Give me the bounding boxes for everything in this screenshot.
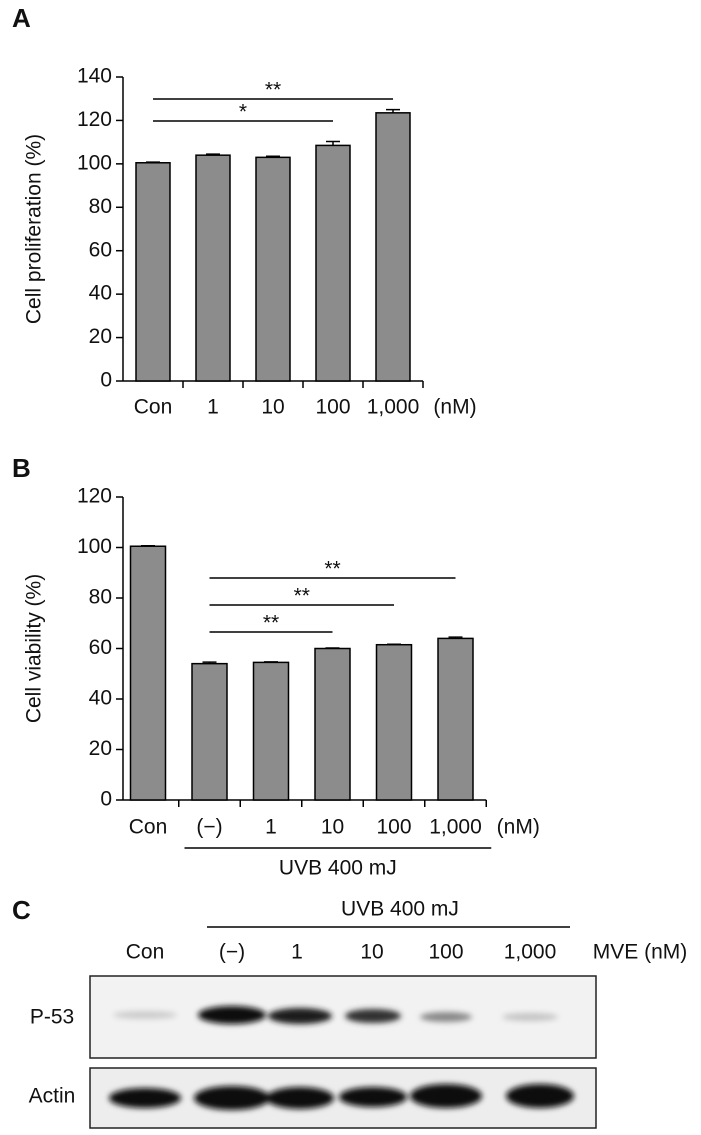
lane-label: 1: [291, 941, 303, 964]
x-tick-label: 1,000: [429, 816, 482, 839]
y-axis-title: Cell proliferation (%): [23, 134, 46, 324]
y-axis-title: Cell viability (%): [23, 574, 46, 723]
x-tick-label: 10: [321, 816, 344, 839]
bar: [255, 156, 291, 382]
bar: [314, 647, 351, 801]
actin-bands: [109, 1084, 574, 1110]
y-tick-label: 100: [77, 151, 112, 174]
y-tick-label: 60: [89, 238, 112, 261]
row-label: P-53: [30, 1006, 74, 1029]
lane-label: Con: [126, 941, 165, 964]
panel-letter: B: [12, 453, 31, 483]
p53-bands: [113, 1006, 558, 1024]
x-tick-label: 100: [315, 396, 350, 419]
lane-label: 10: [360, 941, 383, 964]
x-tick-label: Con: [134, 396, 173, 419]
y-tick-label: 80: [89, 195, 112, 218]
panel-letter: A: [12, 3, 31, 33]
significance-label: **: [265, 79, 281, 102]
panel-letter: C: [12, 895, 31, 925]
significance-label: *: [239, 101, 247, 124]
y-tick-label: 0: [100, 369, 112, 392]
significance-label: **: [294, 585, 310, 608]
x-tick-label: 10: [261, 396, 284, 419]
treatment-label: UVB 400 mJ: [341, 898, 459, 921]
significance-label: **: [324, 558, 340, 581]
y-tick-label: 40: [89, 687, 112, 710]
lane-label: (−): [219, 941, 245, 964]
x-tick-label: 1,000: [367, 396, 420, 419]
lane-label: 100: [428, 941, 463, 964]
y-tick-label: 60: [89, 636, 112, 659]
x-unit: (nM): [497, 816, 540, 839]
x-tick-label: 1: [265, 816, 277, 839]
bar: [437, 637, 474, 801]
bar: [315, 144, 351, 382]
y-tick-label: 120: [77, 108, 112, 131]
x-tick-label: 100: [376, 816, 411, 839]
y-tick-label: 100: [77, 535, 112, 558]
bar: [129, 545, 167, 801]
x-tick-label: 1: [207, 396, 219, 419]
lane-label: 1,000: [504, 941, 557, 964]
x-tick-label: (−): [196, 816, 222, 839]
y-tick-label: 140: [77, 65, 112, 88]
significance-label: **: [263, 612, 279, 635]
y-tick-label: 0: [100, 788, 112, 811]
lane-unit: MVE (nM): [593, 941, 688, 964]
y-tick-label: 20: [89, 325, 112, 348]
y-tick-label: 120: [77, 485, 112, 508]
x-tick-label: Con: [129, 816, 168, 839]
group-label: UVB 400 mJ: [279, 857, 397, 880]
y-tick-label: 80: [89, 586, 112, 609]
y-tick-label: 20: [89, 737, 112, 760]
x-unit: (nM): [433, 396, 476, 419]
bar: [375, 112, 411, 382]
bar: [135, 162, 171, 382]
y-tick-label: 40: [89, 282, 112, 305]
bar: [375, 643, 413, 801]
row-label: Actin: [29, 1085, 76, 1108]
bar: [252, 661, 290, 801]
bar: [195, 154, 231, 382]
bar: [191, 662, 228, 801]
